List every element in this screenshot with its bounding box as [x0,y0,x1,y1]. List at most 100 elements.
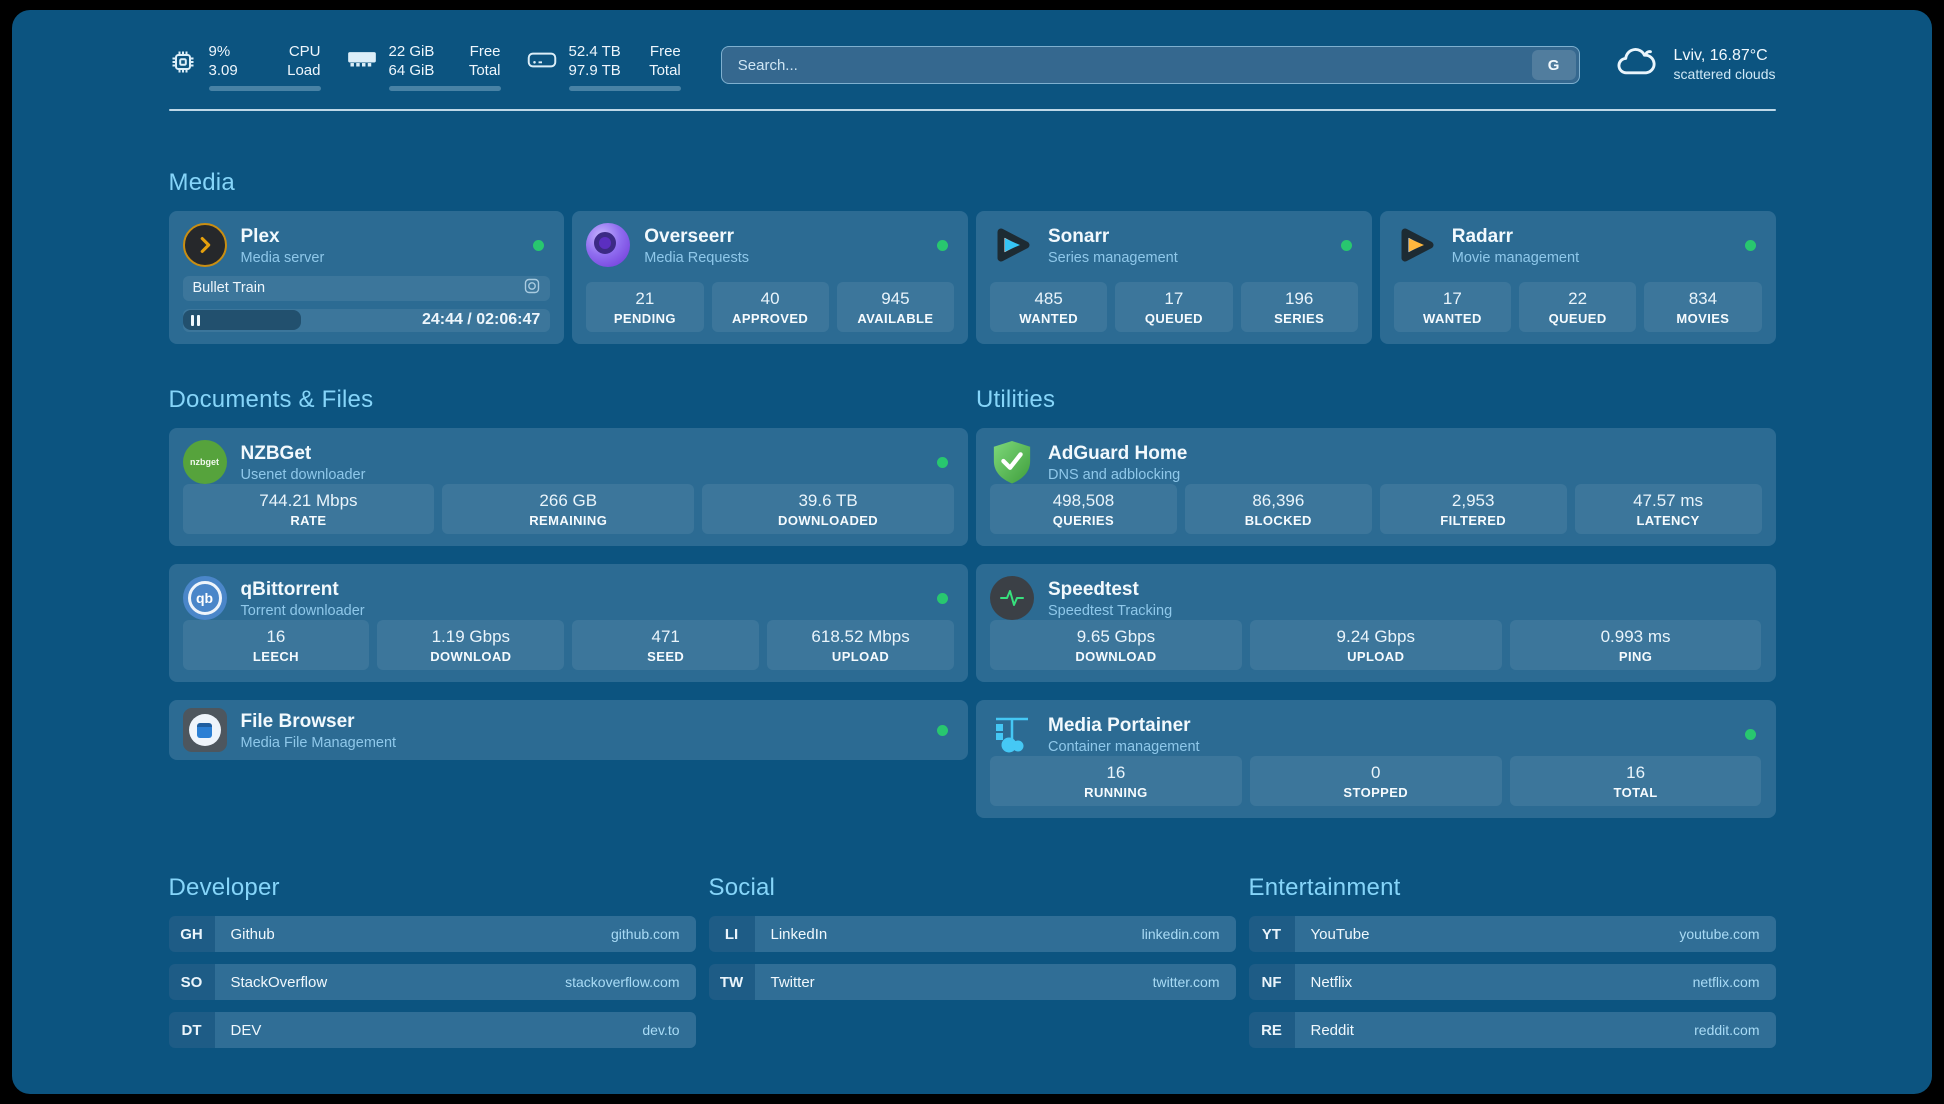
developer-links: GH Github github.com SO StackOverflow stac… [168,904,696,1048]
card-sonarr[interactable]: Sonarr Series management 485 WANTED 17 QUE… [976,211,1372,344]
stat-blocked: 86,396 BLOCKED [1184,484,1372,534]
card-speedtest[interactable]: Speedtest Speedtest Tracking 9.65 Gbps DO… [976,564,1776,682]
stat-seed: 471 SEED [572,620,760,670]
card-filebrowser[interactable]: File Browser Media File Management [168,700,968,760]
stat-approved: 40 APPROVED [711,282,829,332]
card-qbittorrent[interactable]: qb qBittorrent Torrent downloader 16 LEEC… [168,564,968,682]
stat-pending: 21 PENDING [586,282,704,332]
card-subtitle: Container management [1048,738,1200,755]
link-linkedin[interactable]: LI LinkedIn linkedin.com [708,916,1236,952]
card-title: Speedtest [1048,578,1139,600]
player-settings-icon[interactable] [524,278,540,298]
status-dot [937,592,948,604]
disk-icon [527,48,557,77]
disk-label-2: Total [649,62,681,79]
memory-stat: 22 GiB 64 GiB Free Total [347,42,501,91]
card-title: AdGuard Home [1048,442,1188,464]
card-title: Radarr [1451,225,1513,247]
weather-widget: Lviv, 16.87°C scattered clouds [1614,44,1776,83]
nzbget-icon: nzbget [182,440,227,484]
cpu-progress-bar [208,86,321,91]
search-engine-button[interactable]: G [1531,50,1576,80]
search-input[interactable] [720,46,1580,84]
documents-column: nzbget NZBGet Usenet downloader 744.21 M… [168,428,968,818]
stat-filtered: 2,953 FILTERED [1379,484,1567,534]
stat-latency: 47.57 ms LATENCY [1574,484,1762,534]
card-subtitle: Media Requests [644,249,750,266]
sonarr-icon [990,223,1034,267]
weather-location: Lviv, 16.87°C [1673,47,1768,64]
section-title-developer: Developer [168,874,280,901]
card-title: File Browser [240,710,355,732]
memory-label-1: Free [469,43,501,60]
now-playing-row: Bullet Train [182,276,551,301]
card-plex[interactable]: Plex Media server Bullet Train [168,211,565,344]
cpu-stat: 9% 3.09 CPU Load [169,42,321,91]
radarr-icon [1394,223,1438,267]
stat-queries: 498,508 QUERIES [990,484,1177,534]
link-stackoverflow[interactable]: SO StackOverflow stackoverflow.com [168,964,696,1000]
stat-remaining: 266 GB REMAINING [442,484,695,534]
status-dot [1744,239,1756,251]
card-title: Sonarr [1048,225,1110,247]
dashboard-panel: 9% 3.09 CPU Load [12,10,1932,1094]
card-overseerr[interactable]: Overseerr Media Requests 21 PENDING 40 APP… [572,211,968,344]
disk-free: 52.4 TB [568,43,621,60]
memory-free: 22 GiB [388,43,435,60]
card-subtitle: Usenet downloader [240,466,366,483]
plex-icon [182,223,227,267]
link-reddit[interactable]: RE Reddit reddit.com [1248,1012,1776,1048]
link-netflix[interactable]: NF Netflix netflix.com [1248,964,1776,1000]
stat-downloaded: 39.6 TB DOWNLOADED [702,484,954,534]
memory-progress-bar [388,86,501,91]
stat-upload: 618.52 Mbps UPLOAD [767,620,954,670]
pause-icon[interactable] [190,314,200,326]
card-radarr[interactable]: Radarr Movie management 17 WANTED 22 QUEUE… [1379,211,1776,344]
stat-running: 16 RUNNING [990,756,1242,806]
media-grid: Plex Media server Bullet Train [168,211,1776,344]
status-dot [937,239,948,251]
stat-stopped: 0 STOPPED [1249,756,1502,806]
header-divider [168,109,1776,111]
disk-total: 97.9 TB [568,62,621,79]
ram-icon [347,48,377,75]
link-twitter[interactable]: TW Twitter twitter.com [708,964,1236,1000]
card-title: Media Portainer [1048,714,1191,736]
card-subtitle: Torrent downloader [240,602,365,619]
card-nzbget[interactable]: nzbget NZBGet Usenet downloader 744.21 M… [168,428,968,546]
cpu-usage: 9% [208,43,231,60]
link-github[interactable]: GH Github github.com [168,916,696,952]
cpu-load-value: 3.09 [208,62,238,79]
status-dot [1744,728,1756,740]
overseerr-icon [586,223,631,267]
cloud-icon [1614,44,1660,83]
card-subtitle: Media server [240,249,325,266]
card-subtitle: Series management [1048,249,1178,266]
link-youtube[interactable]: YT YouTube youtube.com [1248,916,1776,952]
now-playing-title: Bullet Train [192,280,266,297]
card-portainer[interactable]: Media Portainer Container management 16 R… [976,700,1776,818]
card-subtitle: DNS and adblocking [1048,466,1181,483]
stat-upload: 9.24 Gbps UPLOAD [1249,620,1502,670]
section-title-entertainment: Entertainment [1248,874,1401,901]
system-stats: 9% 3.09 CPU Load [169,42,681,91]
filebrowser-icon [182,708,227,752]
stat-ping: 0.993 ms PING [1509,620,1762,670]
entertainment-links: YT YouTube youtube.com NF Netflix netflix.… [1248,904,1776,1048]
status-dot [937,724,948,736]
player-progress[interactable] [182,310,301,331]
stat-series: 196 SERIES [1240,282,1358,332]
disk-progress-bar [568,86,681,91]
cpu-label-2: Load [287,62,321,79]
status-dot [533,239,545,251]
stat-wanted: 17 WANTED [1393,282,1511,332]
stat-queued: 17 QUEUED [1115,282,1233,332]
search-bar: G [720,46,1580,84]
utilities-column: AdGuard Home DNS and adblocking 498,508 Q… [976,428,1776,818]
cpu-icon [169,48,197,81]
card-subtitle: Media File Management [240,734,397,751]
status-dot [937,456,948,468]
card-adguard[interactable]: AdGuard Home DNS and adblocking 498,508 Q… [976,428,1776,546]
section-title-utilities: Utilities [976,386,1056,413]
link-dev[interactable]: DT DEV dev.to [168,1012,696,1048]
